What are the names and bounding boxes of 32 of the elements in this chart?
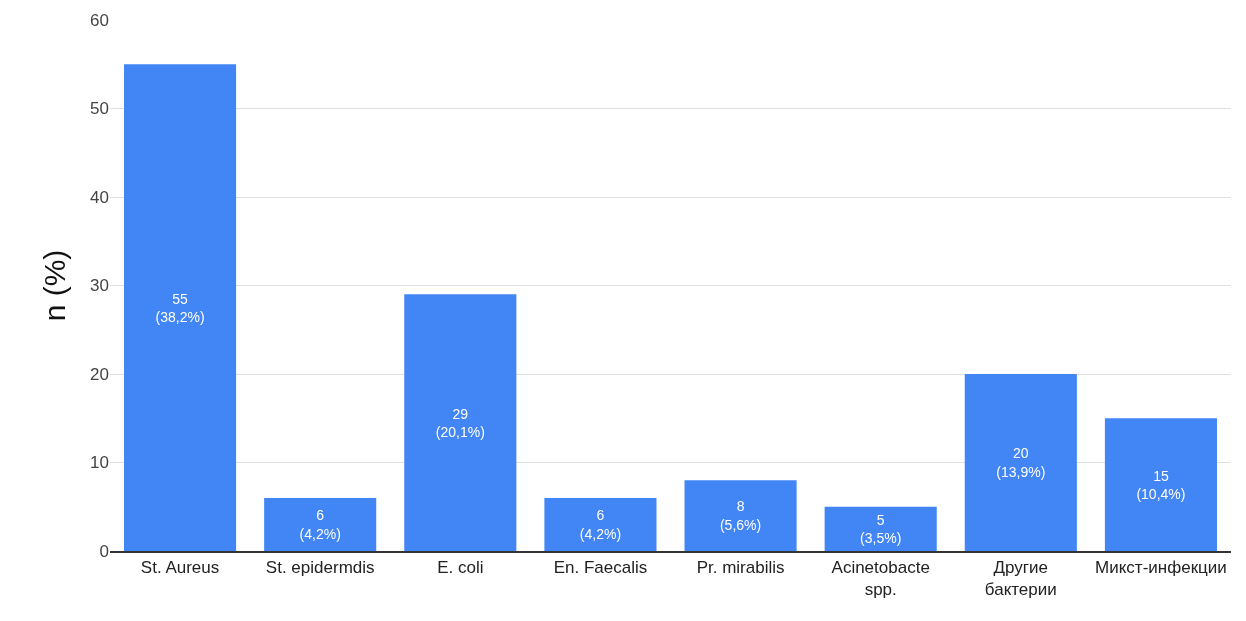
data-label: 6 (4,2%) xyxy=(579,507,622,542)
y-tick-label: 30 xyxy=(90,276,109,296)
x-tick-label: Acinetobacte spp. xyxy=(831,558,930,600)
y-tick-label: 50 xyxy=(90,99,109,119)
data-label: 8 (5,6%) xyxy=(719,498,762,533)
x-tick-label: Другие бактерии xyxy=(984,558,1057,600)
x-tick-label: Микст-инфекции xyxy=(1095,558,1227,578)
y-tick-label: 0 xyxy=(99,541,109,561)
bar xyxy=(1104,418,1217,551)
y-axis-title: n (%) xyxy=(38,249,72,322)
x-tick-label: En. Faecalis xyxy=(553,558,648,578)
y-tick-label: 10 xyxy=(90,453,109,473)
data-label: 55 (38,2%) xyxy=(155,290,205,325)
data-label: 5 (3,5%) xyxy=(860,511,902,546)
bar xyxy=(824,506,937,551)
bar xyxy=(544,497,657,551)
data-label: 20 (13,9%) xyxy=(996,445,1046,480)
bar xyxy=(264,497,377,551)
bar xyxy=(964,374,1077,551)
y-tick-label: 40 xyxy=(90,187,109,207)
bar xyxy=(124,64,237,551)
x-tick-label: St. Aureus xyxy=(140,558,220,578)
data-label: 6 (4,2%) xyxy=(299,507,341,542)
x-tick-label: St. epidermdis xyxy=(265,558,375,578)
y-tick-label: 60 xyxy=(90,10,109,30)
data-label: 29 (20,1%) xyxy=(435,405,485,440)
x-tick-label: Pr. mirabilis xyxy=(696,558,785,578)
y-tick-label: 20 xyxy=(90,364,109,384)
bar xyxy=(404,294,517,551)
data-label: 15 (10,4%) xyxy=(1136,467,1186,502)
x-tick-label: E. coli xyxy=(437,558,484,578)
bar xyxy=(684,480,797,551)
